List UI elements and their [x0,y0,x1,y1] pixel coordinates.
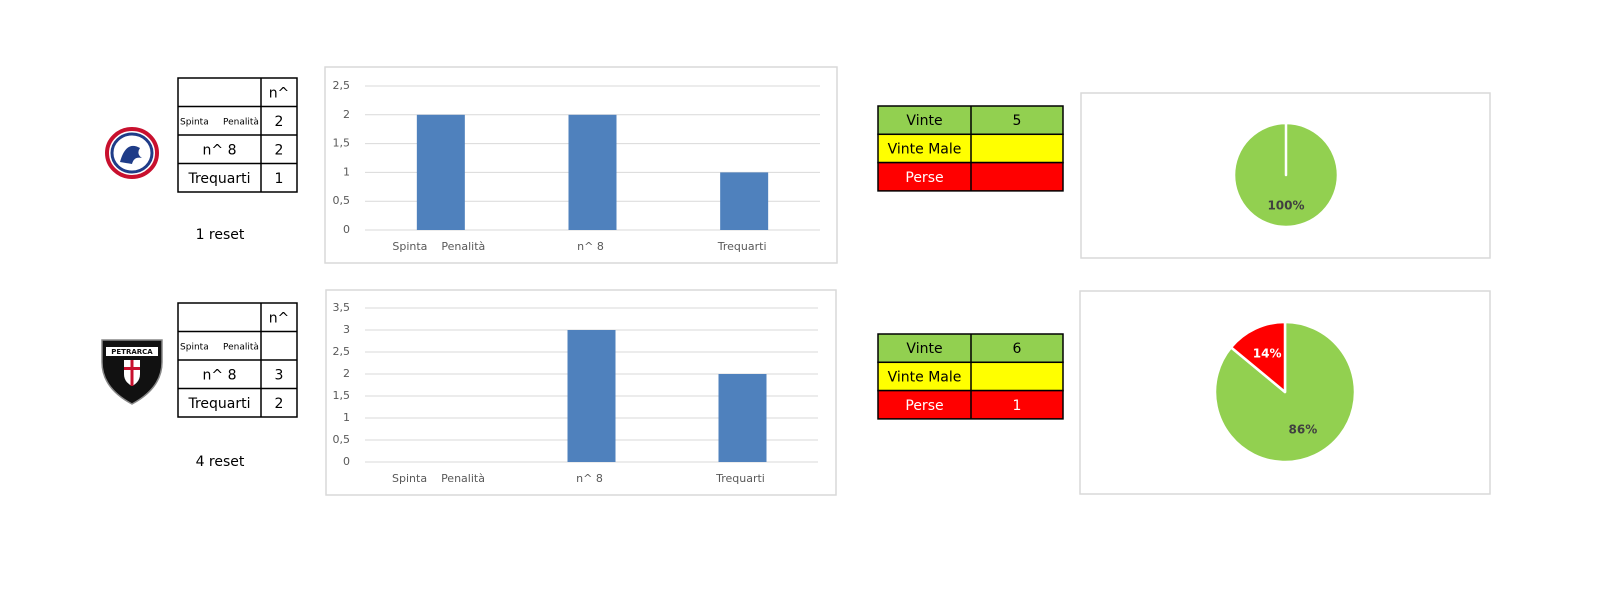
x-tick-label: Trequarti [715,472,765,485]
y-tick-label: 2 [343,367,350,380]
row-value: 3 [275,367,284,383]
table-header: n^ [269,310,290,326]
table-header: n^ [269,85,290,101]
row-label: n^ 8 [203,142,237,158]
y-tick-label: 1 [343,165,350,178]
x-tick-label: Spinta Penalità [392,240,485,253]
row-label: n^ 8 [203,367,237,383]
team-logo: PETRARCA [101,339,163,405]
bar-chart: 0 0,5 1 1,5 2 2,5 Spinta Penalità n^ 8 Trequarti [333,79,820,253]
x-tick-label: Spinta Penalità [392,472,485,485]
y-tick-label: 2,5 [333,345,351,358]
result-label: Vinte Male [888,369,962,385]
y-tick-label: 1,5 [333,389,351,402]
pie-slice [1229,320,1287,394]
reset-label: 1 reset [196,227,245,243]
y-tick-label: 1,5 [333,137,351,150]
bar [718,374,767,462]
result-label: Perse [905,398,943,414]
result-value: 5 [1013,113,1022,129]
row-label: Spinta Penalità [180,342,259,352]
y-tick-label: 3 [343,323,350,336]
row-value: 2 [275,114,284,130]
bar [567,330,616,462]
x-tick-label: n^ 8 [577,240,604,253]
pie-slice [1232,121,1340,229]
bar [416,114,465,230]
slice-label: 100% [1267,199,1304,213]
result-label: Perse [905,170,943,186]
row-value: 1 [275,171,284,187]
bar-chart: 0 0,5 1 1,5 2 2,5 3 3,5 Spinta Penalità n^ 8 Trequ… [333,301,818,485]
slice-label: 86% [1289,423,1318,437]
y-tick-label: 0 [343,223,350,236]
result-value: 6 [1013,341,1022,357]
result-label: Vinte Male [888,141,962,157]
y-tick-label: 0 [343,455,350,468]
bar [720,172,769,230]
bar [568,114,617,230]
result-label: Vinte [906,341,942,357]
result-label: Vinte [906,113,942,129]
y-tick-label: 2,5 [333,79,351,92]
slice-label: 14% [1253,346,1282,360]
pie-chart: 100% [1232,121,1340,229]
y-tick-label: 0,5 [333,194,351,207]
team-logo [105,127,159,179]
x-tick-label: n^ 8 [576,472,603,485]
row-label: Trequarti [187,396,250,412]
y-tick-label: 3,5 [333,301,351,314]
pie-chart: 86% 14% [1213,320,1357,464]
x-tick-label: Trequarti [717,240,767,253]
row-value: 2 [275,142,284,158]
row-label: Trequarti [187,171,250,187]
row-value: 2 [275,396,284,412]
result-value: 1 [1013,398,1022,414]
y-tick-label: 2 [343,108,350,121]
reset-label: 4 reset [196,454,245,470]
svg-text:PETRARCA: PETRARCA [111,348,153,356]
row-label: Spinta Penalità [180,117,259,127]
y-tick-label: 0,5 [333,433,351,446]
y-tick-label: 1 [343,411,350,424]
